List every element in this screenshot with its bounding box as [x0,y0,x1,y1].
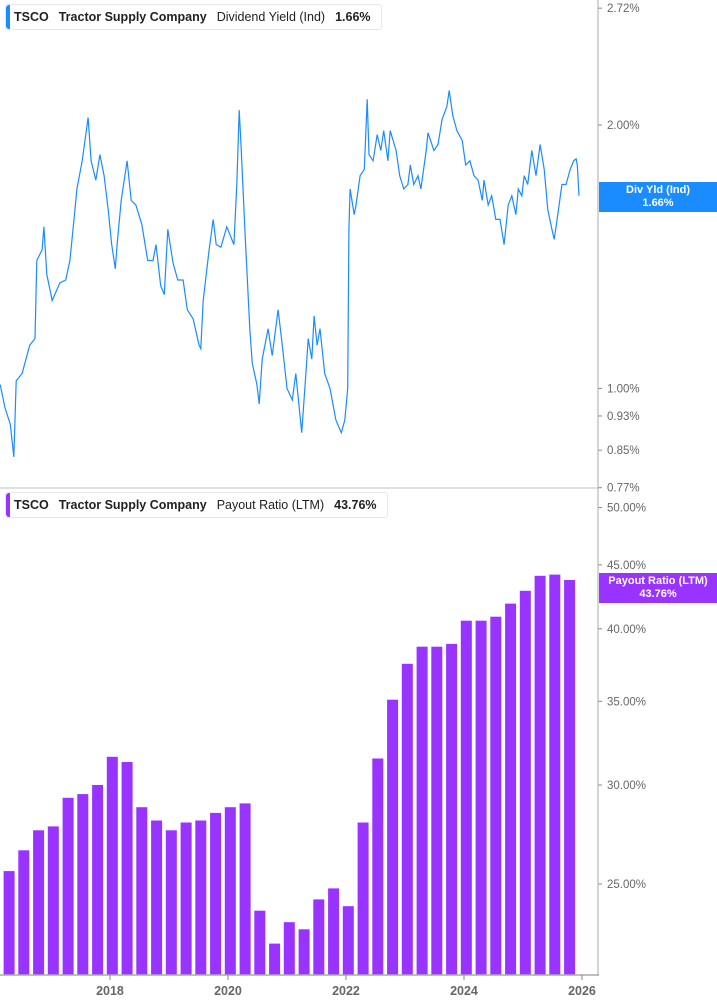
payout-bar [62,797,74,975]
y-tick-label: 2.00% [607,120,640,132]
payout-value-label: Payout Ratio (LTM) 43.76% [599,573,717,603]
legend-value: 1.66% [335,10,371,24]
payout-bar [283,922,295,975]
payout-bar [505,603,517,975]
payout-bar [416,646,428,975]
payout-bar [372,758,384,975]
payout-bar [401,663,413,975]
y-tick-label: 25.00% [607,879,646,891]
legend-color-marker [6,5,10,29]
x-tick-label: 2018 [96,984,124,998]
payout-bar [298,929,310,975]
x-axis: 2018 2020 2022 2024 2026 [96,975,596,998]
y-tick-label: 0.85% [607,445,640,457]
payout-bar [534,575,546,975]
payout-bar [460,620,472,975]
payout-bar [328,888,340,975]
legend-ticker: TSCO [14,498,49,512]
payout-bar [446,643,458,975]
y-tick-label: 0.93% [607,411,640,423]
payout-bar [564,580,576,975]
legend-metric: Payout Ratio (LTM) [216,498,325,512]
payout-bar [239,803,251,975]
value-label-name: Div Yld (Ind) [626,184,690,196]
payout-bar [151,820,163,975]
value-label-value: 1.66% [642,197,674,209]
y-tick-label: 0.77% [607,483,640,495]
x-tick-label: 2022 [332,984,360,998]
top-y-axis: 2.72% 2.00% 1.00% 0.93% 0.85% 0.77% [598,3,640,495]
legend-ticker: TSCO [14,10,49,24]
y-tick-label: 1.00% [607,383,640,395]
top-legend: TSCO Tractor Supply Company Dividend Yie… [5,4,382,30]
payout-bar [33,830,45,975]
y-tick-label: 2.72% [607,3,640,15]
y-tick-label: 45.00% [607,560,646,572]
bottom-y-axis: 50.00% 45.00% 40.00% 35.00% 30.00% 25.00% [598,503,646,891]
legend-color-marker [6,493,10,517]
payout-bar [549,574,561,975]
y-tick-label: 50.00% [607,503,646,515]
payout-bar [210,812,222,975]
payout-bar [387,699,399,975]
legend-metric: Dividend Yield (Ind) [216,10,326,24]
value-label-value: 43.76% [639,588,677,600]
payout-bar [47,826,59,975]
legend-company: Tractor Supply Company [58,10,207,24]
payout-bar [165,830,177,975]
payout-bar [254,910,266,975]
payout-bar [313,899,325,975]
yield-value-label: Div Yld (Ind) 1.66% [599,182,717,212]
payout-bar [195,820,207,975]
x-tick-label: 2024 [450,984,478,998]
payout-bar [269,943,281,975]
payout-bar [92,785,104,975]
y-tick-label: 40.00% [607,624,646,636]
payout-bar [475,620,487,975]
x-tick-label: 2020 [214,984,242,998]
payout-bar [431,646,443,975]
x-tick-label: 2026 [568,984,596,998]
legend-value: 43.76% [334,498,377,512]
payout-bar [342,906,354,975]
y-tick-label: 30.00% [607,780,646,792]
payout-bar [519,590,531,975]
payout-bar [106,756,118,975]
payout-bar [224,807,236,975]
payout-bar [77,794,89,975]
payout-bars [3,574,576,975]
value-label-name: Payout Ratio (LTM) [608,575,708,587]
bottom-legend: TSCO Tractor Supply Company Payout Ratio… [5,492,388,518]
payout-bar [180,822,192,975]
y-tick-label: 35.00% [607,696,646,708]
payout-bar [136,807,148,975]
payout-bar [490,616,502,975]
legend-company: Tractor Supply Company [58,498,207,512]
payout-bar [3,871,15,975]
payout-bar [18,850,30,975]
payout-bar [121,762,133,975]
dividend-yield-line [0,90,580,457]
payout-bar [357,822,369,975]
